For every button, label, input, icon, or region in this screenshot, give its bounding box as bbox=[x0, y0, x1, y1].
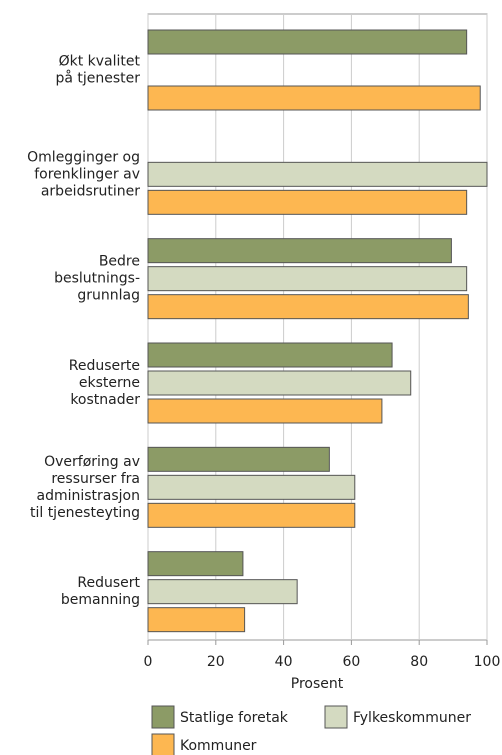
bar bbox=[147, 474, 356, 500]
legend-swatch bbox=[151, 733, 175, 755]
category-label: Overføring av ressurser fra administrasjon… bbox=[30, 454, 140, 521]
bar bbox=[147, 398, 383, 424]
category-label: Redusert bemanning bbox=[61, 575, 141, 608]
bar bbox=[147, 189, 468, 215]
bar bbox=[147, 29, 468, 55]
bar bbox=[147, 85, 481, 111]
legend-swatch bbox=[151, 705, 175, 729]
bar bbox=[147, 446, 330, 472]
bar bbox=[147, 607, 246, 633]
bar bbox=[147, 161, 488, 187]
bar bbox=[147, 370, 412, 396]
legend-label: Statlige foretak bbox=[180, 710, 289, 726]
x-tick-label: 20 bbox=[207, 654, 225, 670]
bar bbox=[147, 342, 393, 368]
bar bbox=[147, 238, 452, 264]
bar bbox=[147, 579, 298, 605]
bar bbox=[147, 502, 356, 528]
x-tick-label: 100 bbox=[474, 654, 501, 670]
x-tick-label: 40 bbox=[275, 654, 293, 670]
bar bbox=[147, 294, 469, 320]
bar bbox=[147, 551, 244, 577]
x-tick-label: 60 bbox=[342, 654, 360, 670]
legend-label: Kommuner bbox=[180, 738, 257, 754]
x-tick-label: 80 bbox=[410, 654, 428, 670]
x-tick-label: 0 bbox=[144, 654, 153, 670]
legend-swatch bbox=[324, 705, 348, 729]
category-label: Bedre beslutnings-grunnlag bbox=[54, 254, 140, 304]
bar bbox=[147, 266, 468, 292]
category-label: Økt kvalitet på tjenester bbox=[55, 54, 140, 87]
category-label: Reduserte eksterne kostnader bbox=[69, 358, 140, 408]
category-label: Omlegginger og forenklinger av arbeidsruti… bbox=[27, 149, 140, 199]
legend-label: Fylkeskommuner bbox=[353, 710, 471, 726]
x-axis-label: Prosent bbox=[291, 676, 344, 692]
